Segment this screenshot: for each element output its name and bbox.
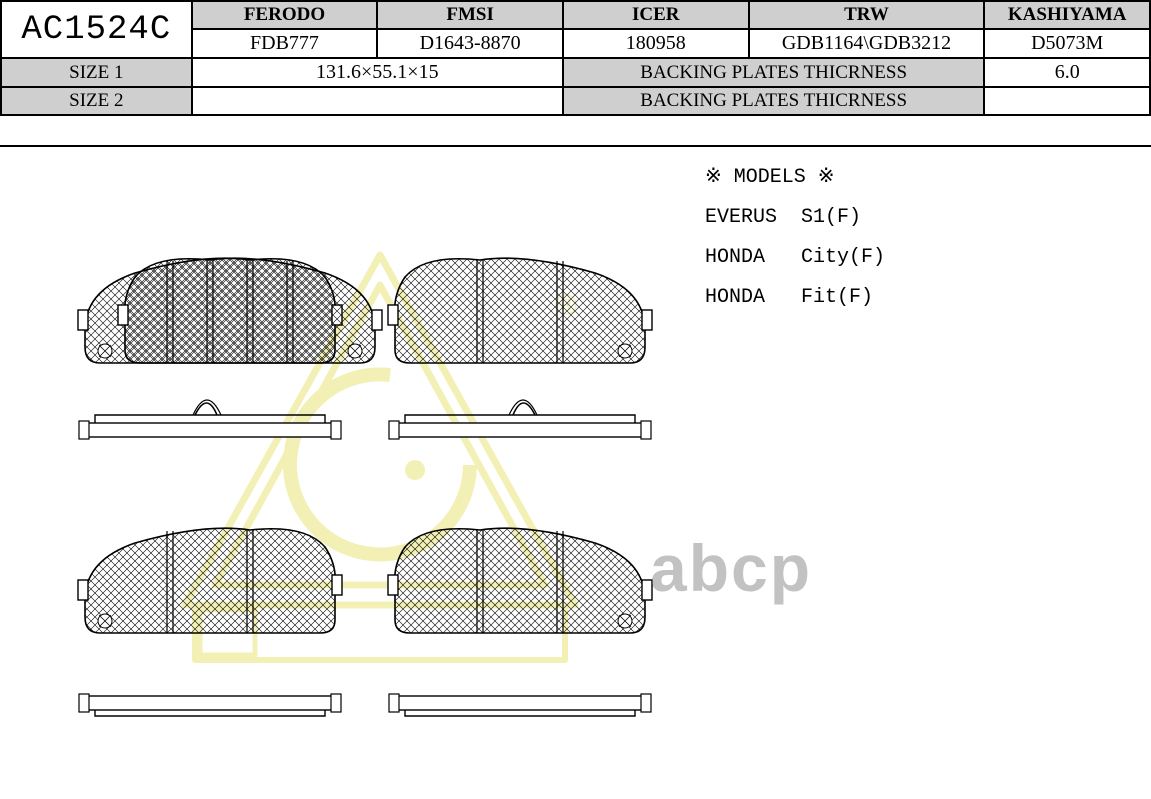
col-ferodo: FERODO [192, 1, 378, 29]
backing1-value: 6.0 [984, 58, 1150, 87]
col-fmsi: FMSI [377, 1, 563, 29]
size1-label: SIZE 1 [1, 58, 192, 87]
val-trw: GDB1164\GDB3212 [749, 29, 985, 58]
size2-label: SIZE 2 [1, 87, 192, 115]
col-trw: TRW [749, 1, 985, 29]
val-icer: 180958 [563, 29, 749, 58]
backing2-label: BACKING PLATES THICRNESS [563, 87, 984, 115]
val-fmsi: D1643-8870 [377, 29, 563, 58]
val-kashi: D5073M [984, 29, 1150, 58]
col-icer: ICER [563, 1, 749, 29]
size1-value: 131.6×55.1×15 [192, 58, 563, 87]
models-list: ※ MODELS ※ EVERUS S1(F) HONDA City(F) HO… [705, 158, 885, 318]
part-number: AC1524C [1, 1, 192, 58]
backing2-value [984, 87, 1150, 115]
brake-pad-drawing [60, 245, 680, 775]
backing1-label: BACKING PLATES THICRNESS [563, 58, 984, 87]
divider [0, 145, 1151, 147]
spec-table: AC1524C FERODO FMSI ICER TRW KASHIYAMA F… [0, 0, 1151, 116]
size2-value [192, 87, 563, 115]
col-kashi: KASHIYAMA [984, 1, 1150, 29]
val-ferodo: FDB777 [192, 29, 378, 58]
